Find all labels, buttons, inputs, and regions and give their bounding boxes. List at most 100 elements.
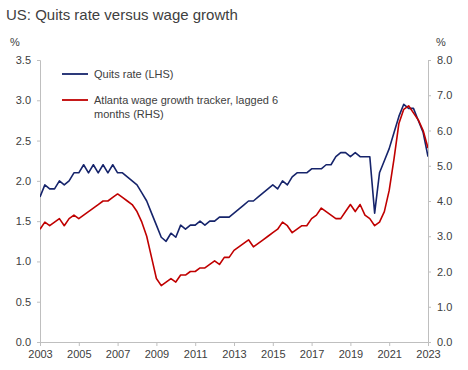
y-tick-mark xyxy=(37,261,40,262)
y2-tick-mark xyxy=(428,342,431,343)
x-tick: 2007 xyxy=(106,342,130,360)
x-tick-mark xyxy=(234,342,235,346)
y2-tick-label: 2.0 xyxy=(437,266,452,278)
x-tick-mark xyxy=(312,342,313,346)
legend-label: Atlanta wage growth tracker, lagged 6mon… xyxy=(94,94,278,120)
y2-axis-label: % xyxy=(436,36,446,48)
series-line xyxy=(40,104,428,241)
y-tick-label: 2.0 xyxy=(16,175,31,187)
y-tick-mark xyxy=(37,141,40,142)
y2-tick: 4.0 xyxy=(428,195,452,207)
y2-tick: 0.0 xyxy=(428,336,452,348)
x-tick: 2013 xyxy=(222,342,246,360)
y-axis-line xyxy=(37,61,41,343)
y-tick-label: 1.0 xyxy=(16,255,31,267)
y-axis: 0.0 0.5 1.0 1.5 2.0 2.5 3.0 3.5 xyxy=(16,54,41,348)
y-tick: 0.0 xyxy=(16,336,40,348)
series-line xyxy=(40,106,428,286)
y2-tick: 1.0 xyxy=(428,301,452,313)
y-tick-label: 3.5 xyxy=(16,54,31,66)
x-tick: 2021 xyxy=(377,342,401,360)
y-tick-label: 2.5 xyxy=(16,135,31,147)
x-tick-label: 2005 xyxy=(67,348,91,360)
legend-label: Quits rate (LHS) xyxy=(94,68,173,80)
y2-tick-label: 7.0 xyxy=(437,89,452,101)
chart: US: Quits rate versus wage growth%%20032… xyxy=(0,0,468,370)
y2-tick-label: 0.0 xyxy=(437,336,452,348)
y2-tick-mark xyxy=(428,307,431,308)
y2-tick: 7.0 xyxy=(428,89,452,101)
x-tick-label: 2019 xyxy=(339,348,363,360)
y-tick-mark xyxy=(37,342,40,343)
y-tick: 2.5 xyxy=(16,135,40,147)
title: US: Quits rate versus wage growth xyxy=(6,6,238,23)
y2-tick: 6.0 xyxy=(428,125,452,137)
y2-tick-label: 3.0 xyxy=(437,230,452,242)
x-tick-label: 2015 xyxy=(261,348,285,360)
y-tick: 0.5 xyxy=(16,296,40,308)
legend-swatch xyxy=(62,73,88,75)
y-tick-mark xyxy=(37,221,40,222)
y-tick-label: 3.0 xyxy=(16,94,31,106)
x-tick-mark xyxy=(195,342,196,346)
y2-tick-label: 1.0 xyxy=(437,301,452,313)
y2-tick-mark xyxy=(428,272,431,273)
y-tick-mark xyxy=(37,100,40,101)
y2-tick-mark xyxy=(428,95,431,96)
y-tick-label: 0.0 xyxy=(16,336,31,348)
y-tick-mark xyxy=(37,181,40,182)
y2-axis-line xyxy=(429,61,432,343)
x-tick-mark xyxy=(79,342,80,346)
x-tick-mark xyxy=(156,342,157,346)
x-axis-line xyxy=(41,343,429,347)
x-tick: 2019 xyxy=(339,342,363,360)
y-tick: 3.5 xyxy=(16,54,40,66)
x-tick-mark xyxy=(273,342,274,346)
x-tick: 2003 xyxy=(28,342,52,360)
y-tick: 1.5 xyxy=(16,215,40,227)
x-tick-label: 2023 xyxy=(416,348,440,360)
legend: Quits rate (LHS) Atlanta wage growth trac… xyxy=(62,68,278,120)
y2-tick: 8.0 xyxy=(428,54,452,66)
x-tick-label: 2013 xyxy=(222,348,246,360)
x-tick-label: 2011 xyxy=(184,348,208,360)
y-tick-label: 1.5 xyxy=(16,215,31,227)
y2-tick-mark xyxy=(428,236,431,237)
legend-item: Quits rate (LHS) xyxy=(62,68,173,80)
y2-tick-label: 5.0 xyxy=(437,160,452,172)
x-tick-label: 2003 xyxy=(28,348,52,360)
x-tick-label: 2017 xyxy=(300,348,324,360)
legend-swatch xyxy=(62,99,88,101)
y-tick-mark xyxy=(37,60,40,61)
lines xyxy=(40,104,428,285)
x-tick: 2009 xyxy=(145,342,169,360)
y-tick-label: 0.5 xyxy=(16,296,31,308)
y2-tick-mark xyxy=(428,201,431,202)
x-tick: 2015 xyxy=(261,342,285,360)
x-tick-label: 2009 xyxy=(145,348,169,360)
y2-tick-mark xyxy=(428,131,431,132)
x-tick-label: 2021 xyxy=(377,348,401,360)
y-tick: 2.0 xyxy=(16,175,40,187)
x-tick-mark xyxy=(389,342,390,346)
x-tick: 2011 xyxy=(184,342,208,360)
y2-tick-label: 8.0 xyxy=(437,54,452,66)
x-tick: 2017 xyxy=(300,342,324,360)
y2-tick: 2.0 xyxy=(428,266,452,278)
y-tick-mark xyxy=(37,302,40,303)
y-axis-label: % xyxy=(10,36,20,48)
x-tick-label: 2007 xyxy=(106,348,130,360)
x-tick-mark xyxy=(350,342,351,346)
y2-tick-label: 6.0 xyxy=(437,125,452,137)
y2-axis: 0.0 1.0 2.0 3.0 4.0 5.0 6.0 7.0 8.0 xyxy=(428,54,452,348)
x-axis: 2003 2005 2007 2009 2011 2013 2015 2017 2019 2021… xyxy=(28,342,440,360)
legend-item: Atlanta wage growth tracker, lagged 6mon… xyxy=(62,94,278,120)
y2-tick-label: 4.0 xyxy=(437,195,452,207)
x-tick: 2005 xyxy=(67,342,91,360)
y2-tick: 3.0 xyxy=(428,230,452,242)
y-tick: 3.0 xyxy=(16,94,40,106)
y2-tick-mark xyxy=(428,166,431,167)
x-tick-mark xyxy=(118,342,119,346)
y-tick: 1.0 xyxy=(16,255,40,267)
y2-tick: 5.0 xyxy=(428,160,452,172)
